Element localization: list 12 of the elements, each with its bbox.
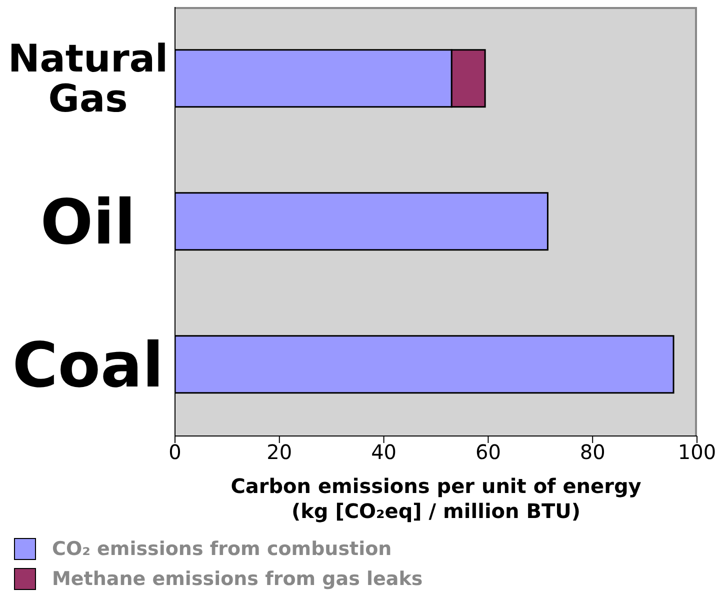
y-tick-label: Natural Gas	[8, 36, 168, 120]
legend-label: CO₂ emissions from combustion	[52, 538, 392, 560]
x-tick-label: 80	[580, 440, 606, 464]
x-tick-label: 60	[475, 440, 501, 464]
x-tick-label: 0	[168, 440, 182, 464]
x-tick-label: 100	[678, 440, 716, 464]
x-tick-label: 20	[266, 440, 292, 464]
legend-label: Methane emissions from gas leaks	[52, 568, 423, 590]
x-tick-label: 40	[371, 440, 397, 464]
x-axis-title: Carbon emissions per unit of energy (kg [CO₂eq] / million BTU)	[230, 474, 642, 524]
y-tick-label: Oil	[40, 185, 136, 258]
y-tick-label: Coal	[12, 328, 164, 401]
